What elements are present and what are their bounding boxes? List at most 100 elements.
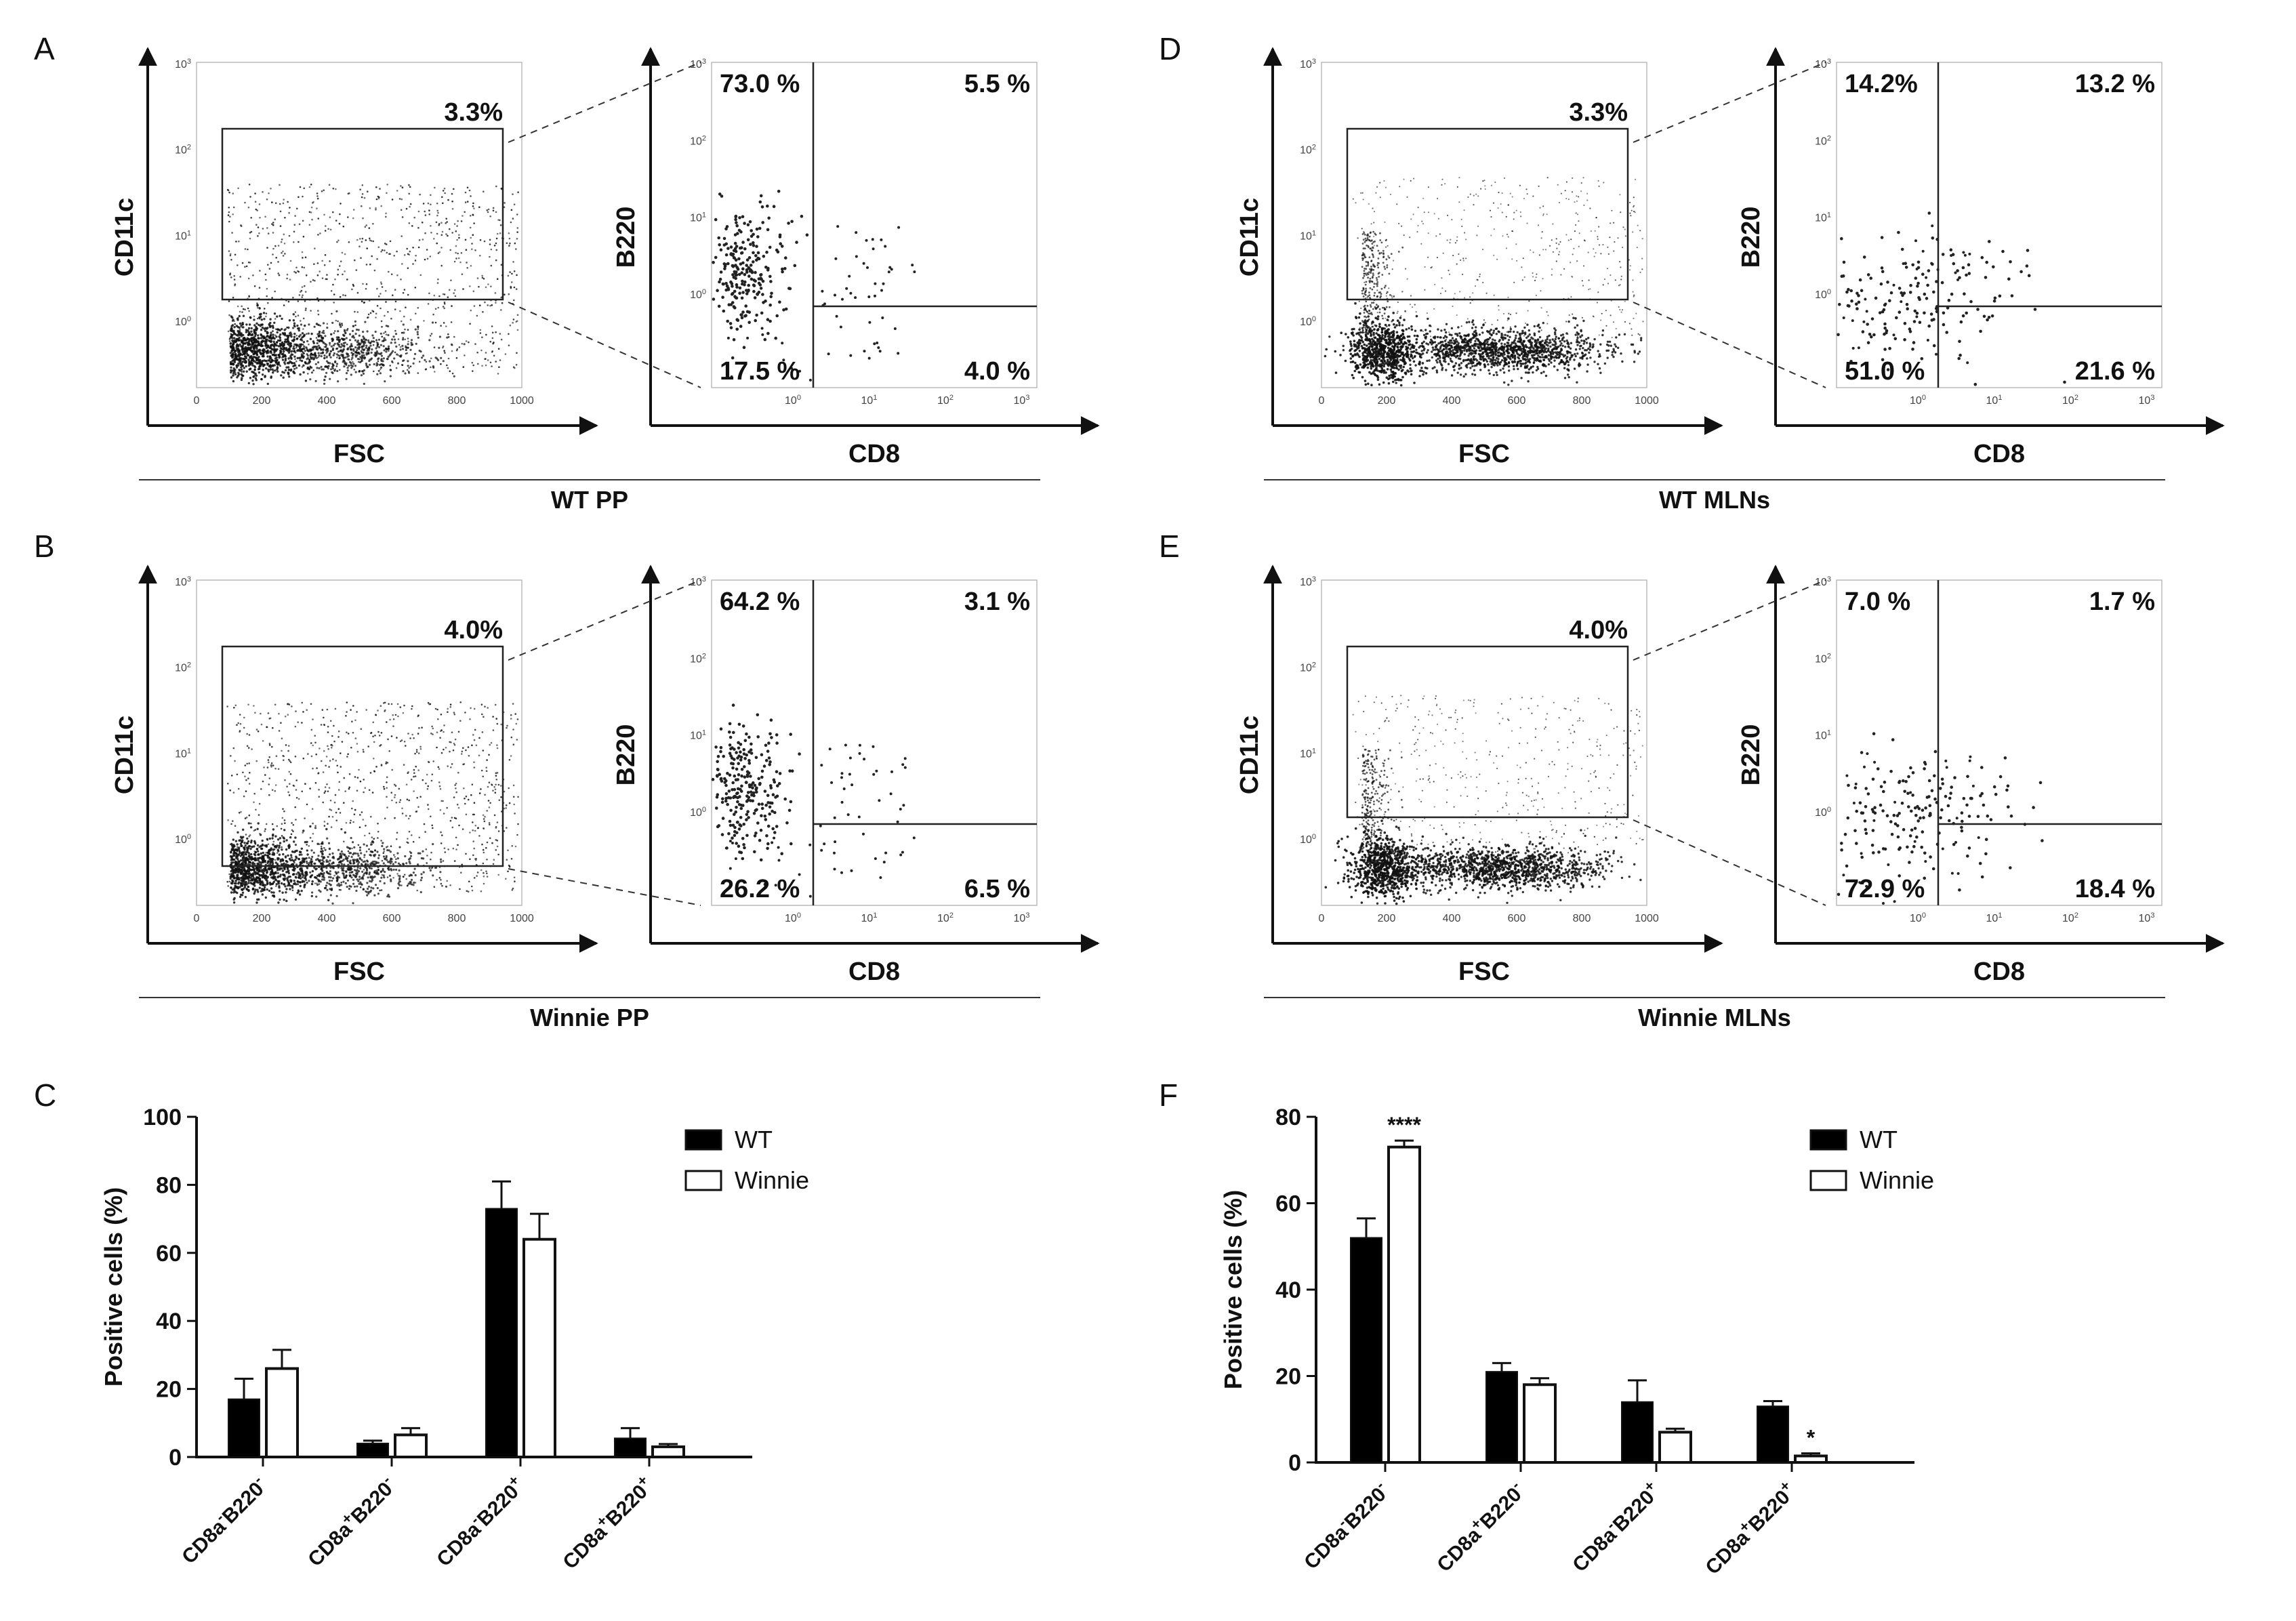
event-dot — [768, 303, 772, 307]
event-dot — [339, 812, 342, 814]
event-dot — [344, 790, 347, 792]
event-dot — [490, 248, 493, 251]
event-dot — [333, 332, 335, 334]
event-dot — [431, 867, 433, 869]
event-dot — [262, 883, 265, 886]
event-dot — [337, 268, 340, 271]
event-dot — [325, 886, 327, 889]
event-dot — [380, 705, 382, 707]
event-dot — [391, 768, 393, 771]
event-dot — [331, 744, 333, 747]
event-dot — [484, 358, 486, 361]
event-dot — [293, 322, 296, 325]
event-dot — [258, 356, 260, 358]
event-dot — [287, 703, 289, 705]
event-dot — [383, 785, 385, 788]
event-dot — [279, 340, 281, 342]
event-dot — [350, 345, 352, 348]
event-dot — [327, 361, 330, 364]
event-dot — [286, 277, 288, 280]
event-dot — [409, 250, 411, 253]
event-dot — [724, 783, 728, 787]
event-dot — [321, 842, 323, 845]
event-dot — [266, 851, 269, 855]
event-dot — [340, 203, 342, 205]
event-dot — [373, 838, 375, 840]
x-tick-label: 1000 — [510, 395, 534, 407]
event-dot — [260, 337, 263, 340]
event-dot — [247, 307, 249, 310]
event-dot — [295, 315, 297, 318]
event-dot — [342, 356, 345, 359]
event-dot — [261, 869, 264, 871]
event-dot — [731, 264, 735, 268]
event-dot — [402, 370, 405, 373]
event-dot — [272, 370, 274, 372]
event-dot — [463, 787, 465, 789]
event-dot — [375, 342, 378, 344]
event-dot — [364, 834, 366, 837]
event-dot — [299, 356, 302, 359]
event-dot — [387, 325, 390, 328]
event-dot — [312, 822, 314, 825]
event-dot — [238, 240, 240, 243]
event-dot — [463, 763, 466, 765]
event-dot — [374, 330, 377, 333]
event-dot — [352, 882, 355, 885]
event-dot — [247, 852, 250, 855]
event-dot — [295, 796, 298, 799]
event-dot — [422, 203, 425, 205]
event-dot — [370, 886, 373, 889]
event-dot — [287, 791, 289, 794]
event-dot — [405, 783, 408, 785]
event-dot — [387, 861, 390, 863]
event-dot — [411, 834, 413, 836]
event-dot — [323, 723, 325, 726]
event-dot — [295, 849, 298, 853]
event-dot — [347, 216, 349, 218]
event-dot — [260, 315, 262, 317]
event-dot — [487, 785, 489, 788]
event-dot — [243, 726, 245, 729]
event-dot — [368, 848, 370, 850]
event-dot — [406, 352, 409, 354]
event-dot — [320, 365, 323, 369]
event-dot — [346, 701, 348, 703]
event-dot — [298, 196, 300, 199]
event-dot — [453, 742, 455, 745]
event-dot — [478, 285, 480, 288]
event-dot — [508, 802, 511, 804]
event-dot — [292, 851, 295, 853]
event-dot — [233, 359, 236, 362]
event-dot — [253, 850, 256, 853]
event-dot — [244, 896, 247, 899]
event-dot — [346, 369, 349, 372]
event-dot — [348, 861, 351, 864]
event-dot — [461, 273, 464, 276]
event-dot — [329, 876, 332, 879]
event-dot — [371, 792, 374, 794]
event-dot — [303, 187, 306, 190]
event-dot — [338, 265, 341, 267]
event-dot — [242, 828, 245, 832]
event-dot — [240, 844, 243, 846]
event-dot — [363, 197, 366, 199]
event-dot — [430, 194, 432, 197]
event-dot — [239, 731, 241, 733]
event-dot — [485, 286, 487, 289]
event-dot — [345, 364, 348, 366]
event-dot — [868, 321, 872, 324]
event-dot — [433, 886, 436, 888]
event-dot — [235, 857, 238, 859]
event-dot — [297, 721, 300, 723]
event-dot — [805, 233, 809, 237]
event-dot — [489, 743, 491, 746]
event-dot — [293, 880, 295, 882]
event-dot — [293, 355, 296, 358]
event-dot — [495, 783, 497, 786]
event-dot — [765, 250, 768, 254]
event-dot — [401, 807, 403, 810]
event-dot — [325, 349, 327, 352]
event-dot — [248, 295, 250, 298]
event-dot — [251, 878, 253, 882]
